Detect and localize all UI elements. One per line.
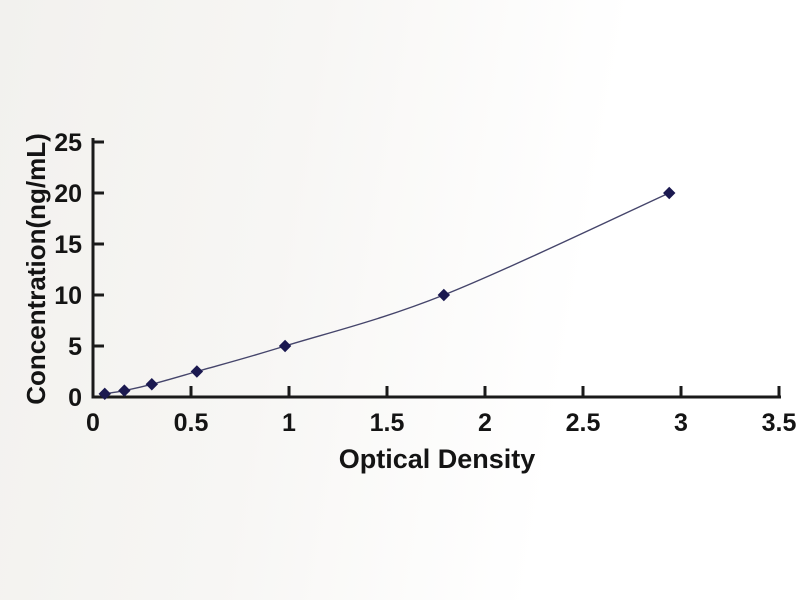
y-tick-label: 25 <box>54 129 82 157</box>
data-point-marker <box>118 384 131 397</box>
data-point-marker <box>190 365 204 378</box>
x-axis-title: Optical Density <box>338 444 536 474</box>
x-tick-label: 3.5 <box>762 409 797 437</box>
data-point-marker <box>98 387 111 401</box>
data-point-marker <box>663 186 676 200</box>
x-tick-label: 2 <box>478 409 492 437</box>
standard-curve-line <box>104 192 670 395</box>
x-tick-label: 2.5 <box>566 409 601 437</box>
x-tick-label: 0.5 <box>174 409 209 437</box>
y-tick-label: 5 <box>68 333 82 361</box>
data-point-marker <box>145 378 159 391</box>
y-tick-label: 10 <box>54 282 82 310</box>
y-tick-label: 15 <box>54 231 82 259</box>
data-point-marker <box>437 288 451 302</box>
x-tick-label: 1.5 <box>370 409 405 437</box>
x-tick-label: 3 <box>674 409 688 437</box>
data-point-marker <box>278 339 292 353</box>
y-tick-label: 20 <box>54 180 82 208</box>
y-axis-title: Concentration(ng/mL) <box>21 133 51 405</box>
x-tick-label: 1 <box>282 409 296 437</box>
y-tick-label: 0 <box>68 384 82 412</box>
x-tick-label: 0 <box>86 409 100 437</box>
